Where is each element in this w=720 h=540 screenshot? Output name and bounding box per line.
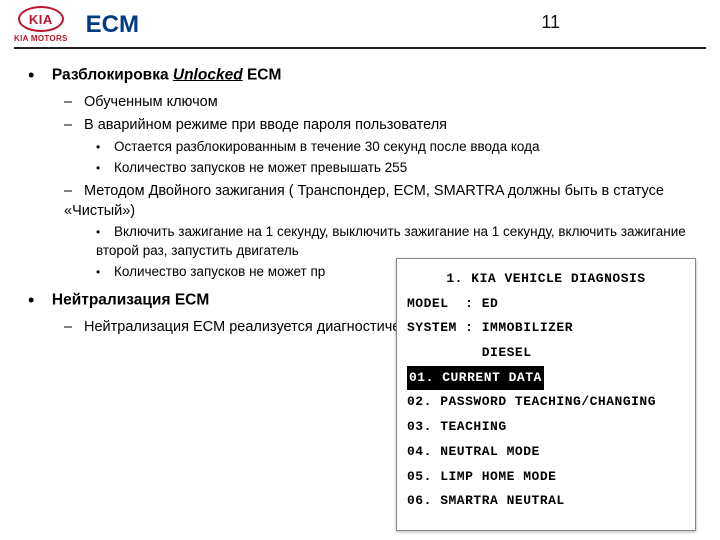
bullet-text: Включить зажигание на 1 секунду, выключи… [96,224,686,258]
bullet-text: Нейтрализация ECM [52,291,209,308]
diagnostic-menu-item-selected: 01. CURRENT DATA [407,366,685,391]
text-run: ECM [243,66,282,83]
diagnostic-menu-text: 01. CURRENT DATA [407,366,544,391]
bullet-text: Методом Двойного зажигания ( Транспондер… [64,183,664,219]
text-run: Разблокировка [52,66,173,83]
bullet-text: Обученным ключом [84,94,218,110]
bullet-item: Количество запусков не может превышать 2… [96,159,700,178]
bullet-text: Количество запусков не может превышать 2… [114,160,407,175]
kia-logo-oval: KIA [18,6,64,32]
diagnostic-model: MODEL : ED [407,292,685,317]
header-divider [14,47,706,49]
diagnostic-menu-item: 05. LIMP HOME MODE [407,465,685,490]
diagnostic-system: SYSTEM : IMMOBILIZER [407,316,685,341]
diagnostic-menu-item: 03. TEACHING [407,415,685,440]
kia-logo: KIA KIA MOTORS [14,6,68,43]
diagnostic-subsystem: DIESEL [407,341,685,366]
diagnostic-menu-item: 02. PASSWORD TEACHING/CHANGING [407,390,685,415]
bullet-text: Остается разблокированным в течение 30 с… [114,139,540,154]
diagnostic-title: 1. KIA VEHICLE DIAGNOSIS [407,267,685,292]
bullet-item: В аварийном режиме при вводе пароля поль… [64,115,700,177]
diagnostic-screen: 1. KIA VEHICLE DIAGNOSIS MODEL : ED SYST… [396,258,696,531]
bullet-text: В аварийном режиме при вводе пароля поль… [84,117,447,133]
diagnostic-menu-item: 06. SMARTRA NEUTRAL [407,489,685,514]
kia-logo-subtext: KIA MOTORS [14,34,68,43]
bullet-text: Разблокировка Unlocked ECM [52,66,282,83]
page-number: 11 [541,12,560,33]
text-emphasis: Unlocked [173,66,243,83]
bullet-item: Остается разблокированным в течение 30 с… [96,138,700,157]
bullet-item: Обученным ключом [64,92,700,112]
bullet-item: Включить зажигание на 1 секунду, выключи… [96,223,700,261]
bullet-item: Разблокировка Unlocked ECM Обученным клю… [28,63,700,282]
slide-header: KIA KIA MOTORS ECM 11 [0,0,720,45]
bullet-text: Количество запусков не может пр [114,264,325,279]
kia-logo-text: KIA [29,12,53,27]
bullet-list-level-3: Остается разблокированным в течение 30 с… [64,138,700,178]
page-title: ECM [86,11,139,39]
bullet-list-level-2: Обученным ключом В аварийном режиме при … [28,92,700,282]
diagnostic-menu-item: 04. NEUTRAL MODE [407,440,685,465]
